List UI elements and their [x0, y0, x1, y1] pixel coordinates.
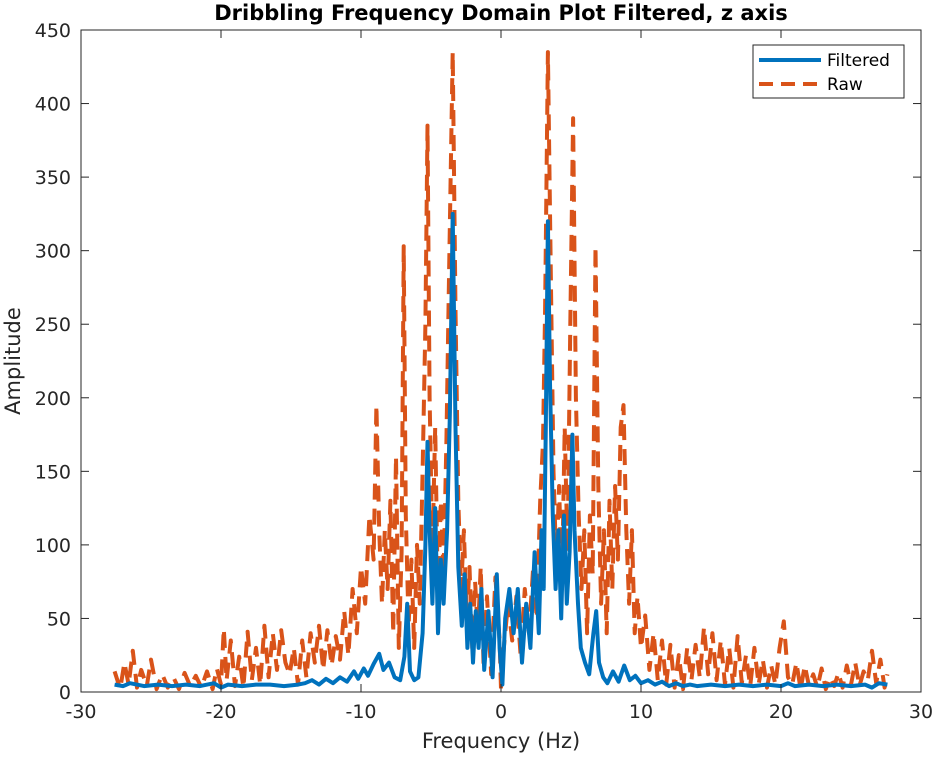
x-tick-label: 20 — [769, 701, 793, 723]
legend-label-raw: Raw — [827, 75, 863, 95]
x-axis-label: Frequency (Hz) — [422, 729, 580, 753]
y-tick-label: 200 — [35, 388, 71, 410]
chart-title: Dribbling Frequency Domain Plot Filtered… — [214, 1, 788, 25]
series-line-filtered — [114, 211, 888, 690]
y-tick-label: 150 — [35, 461, 71, 483]
y-tick-label: 100 — [35, 535, 71, 557]
legend-box — [752, 44, 905, 99]
y-tick-label: 400 — [35, 94, 71, 116]
legend-label-filtered: Filtered — [827, 51, 890, 71]
y-tick-label: 350 — [35, 167, 71, 189]
x-tick-label: -30 — [65, 701, 96, 723]
x-tick-label: 30 — [909, 701, 933, 723]
y-tick-label: 300 — [35, 241, 71, 263]
legend: Filtered Raw — [752, 44, 905, 99]
y-axis-label: Amplitude — [1, 307, 25, 415]
axes-layer: -30 -20 -10 0 10 20 30050100150200250300350400… — [35, 20, 933, 723]
plot-area — [81, 30, 921, 692]
y-tick-label: 50 — [47, 608, 71, 630]
y-tick-label: 450 — [35, 20, 71, 42]
y-tick-label: 0 — [59, 682, 71, 704]
x-tick-label: -10 — [345, 701, 376, 723]
x-tick-label: 0 — [495, 701, 507, 723]
series-layer — [112, 50, 890, 692]
x-tick-label: 10 — [629, 701, 653, 723]
y-tick-label: 250 — [35, 314, 71, 336]
x-tick-label: -20 — [205, 701, 236, 723]
